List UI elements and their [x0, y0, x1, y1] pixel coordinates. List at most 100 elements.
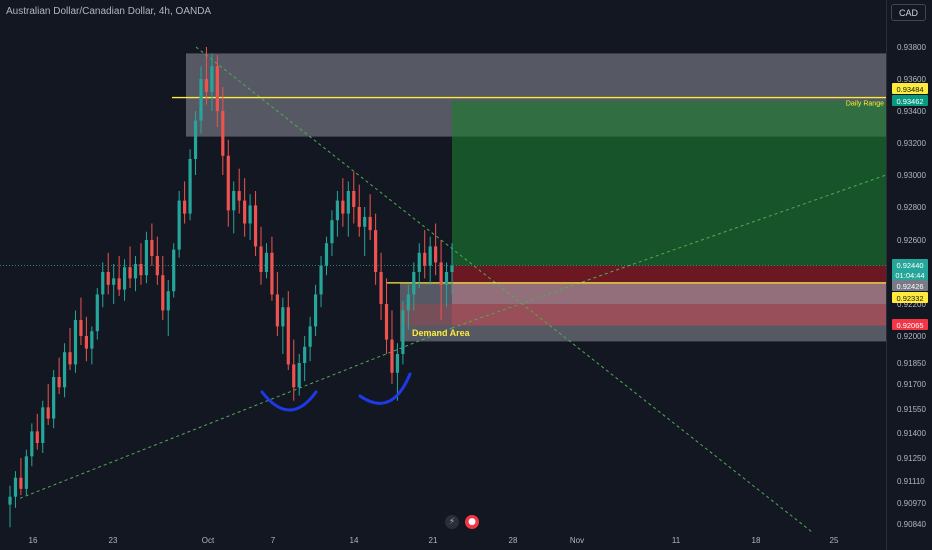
candle — [226, 139, 230, 227]
candle — [379, 252, 383, 320]
candle — [303, 336, 307, 382]
candle — [308, 316, 312, 362]
candle — [259, 226, 263, 285]
candle — [35, 413, 39, 450]
flash-icon[interactable]: ⚡ — [445, 515, 459, 529]
x-tick-label: 14 — [350, 536, 359, 545]
candle — [253, 191, 258, 256]
candle — [324, 236, 329, 276]
price-tag — [892, 292, 928, 303]
candle-body — [384, 304, 389, 340]
candle — [95, 288, 99, 340]
candle — [13, 471, 18, 508]
y-tick-label: 0.90970 — [897, 499, 926, 508]
x-tick-label: 28 — [509, 536, 518, 545]
candle-body — [73, 320, 78, 365]
price-tag-countdown: 01:04:44 — [895, 271, 924, 280]
candle-body — [172, 249, 176, 292]
candle-body — [281, 307, 285, 327]
candle-body — [243, 200, 247, 224]
y-tick-label: 0.90840 — [897, 520, 926, 529]
price-tag — [892, 319, 928, 330]
demand-area-label: Demand Area — [412, 328, 471, 338]
candle-body — [150, 240, 154, 256]
candle-body — [374, 230, 378, 272]
candle — [106, 252, 110, 295]
candle-body — [19, 477, 23, 489]
candle-body — [215, 66, 219, 111]
candle — [139, 243, 143, 285]
candle — [128, 246, 132, 288]
candle — [8, 485, 12, 528]
currency-selector[interactable]: CAD — [891, 4, 926, 21]
candle-body — [221, 111, 225, 156]
candle — [172, 243, 176, 298]
candle — [270, 236, 274, 301]
candle — [84, 316, 88, 362]
record-icon[interactable]: ● — [465, 515, 479, 529]
candle-body — [286, 307, 290, 365]
y-tick-label: 0.93600 — [897, 75, 926, 84]
x-tick-label: Oct — [202, 536, 215, 545]
candle — [122, 259, 127, 301]
candle — [352, 171, 356, 224]
y-tick-label: 0.92200 — [897, 300, 926, 309]
candle — [90, 326, 94, 365]
candle-body — [439, 262, 443, 285]
candle — [417, 243, 421, 288]
y-tick-label: 0.93000 — [897, 171, 926, 180]
candle-body — [357, 207, 361, 227]
candle — [237, 168, 241, 214]
y-tick-label: 0.91400 — [897, 429, 926, 438]
candle — [57, 357, 61, 394]
candle — [188, 149, 192, 221]
candle — [439, 240, 443, 320]
candle — [384, 278, 389, 354]
candle — [52, 370, 56, 429]
candle-body — [313, 294, 318, 327]
candle-body — [324, 243, 329, 266]
candle — [444, 262, 449, 308]
candle — [199, 66, 203, 134]
candle-body — [406, 294, 410, 311]
candle — [275, 272, 279, 336]
candle-body — [112, 278, 116, 285]
x-tick-label: 16 — [29, 536, 38, 545]
candle — [68, 328, 72, 370]
candle-body — [303, 346, 307, 363]
daily-range-label: Daily Range — [846, 101, 884, 108]
y-tick-label: 0.93400 — [897, 107, 926, 116]
candle-body — [226, 155, 230, 211]
candle-body — [106, 272, 110, 285]
candle-body — [188, 159, 192, 214]
candle — [248, 194, 252, 240]
candle — [19, 458, 23, 496]
x-tick-label: 21 — [429, 536, 438, 545]
price-tag-label: 0.93462 — [896, 97, 923, 106]
candle-body — [450, 265, 454, 272]
y-tick-label: 0.92600 — [897, 236, 926, 245]
candle-body — [275, 294, 279, 327]
candle-body — [24, 456, 28, 489]
candle-body — [395, 354, 400, 373]
candle-body — [379, 272, 383, 304]
candle-body — [412, 272, 416, 295]
candle-body — [46, 407, 50, 419]
candle-body — [35, 431, 39, 443]
candle-body — [128, 267, 132, 279]
target-zone — [452, 101, 886, 266]
candle-body — [248, 205, 252, 224]
chart-title: Australian Dollar/Canadian Dollar, 4h, O… — [6, 6, 212, 17]
candle-body — [79, 320, 83, 336]
candle-body — [253, 205, 258, 247]
entry-band — [452, 282, 886, 304]
candle-body — [166, 291, 170, 311]
y-tick-label: 0.91250 — [897, 454, 926, 463]
y-tick-label: 0.91550 — [897, 405, 926, 414]
candle — [215, 55, 219, 127]
candle — [341, 178, 345, 227]
candle-body — [330, 220, 334, 244]
candle-body — [341, 200, 345, 214]
candle-body — [13, 477, 18, 497]
